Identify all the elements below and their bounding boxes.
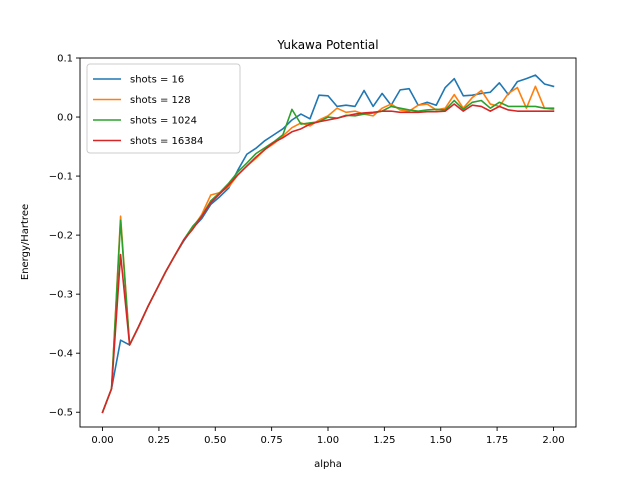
y-tick-label: −0.2 [49,231,73,242]
chart-title: Yukawa Potential [276,38,378,52]
x-tick-label: 0.00 [91,435,113,446]
x-tick-label: 1.00 [317,435,339,446]
y-tick-label: −0.4 [49,349,73,360]
x-tick-label: 0.25 [148,435,170,446]
x-axis-label: alpha [314,459,342,470]
y-tick-label: 0.0 [57,113,73,124]
legend: shots = 16 shots = 128 shots = 1024 shots =… [86,63,241,154]
x-tick-label: 0.75 [261,435,283,446]
x-tick-label: 1.50 [430,435,452,446]
y-tick-label: −0.3 [49,290,73,301]
legend-label: shots = 128 [130,95,191,106]
y-axis-label: Energy/Hartree [20,204,31,280]
x-axis: 0.00 0.25 0.50 0.75 1.00 1.25 1.50 1.75 2.00 [91,427,565,446]
y-axis: −0.5 −0.4 −0.3 −0.2 −0.1 0.0 0.1 [49,54,80,419]
y-tick-label: −0.1 [49,172,73,183]
y-tick-label: −0.5 [49,408,73,419]
y-tick-label: 0.1 [57,54,73,65]
x-tick-label: 1.25 [373,435,395,446]
series-line-3 [101,103,555,414]
legend-box [86,63,241,154]
legend-label: shots = 16384 [130,136,203,147]
x-tick-label: 2.00 [542,435,564,446]
x-tick-label: 1.75 [486,435,508,446]
legend-label: shots = 16 [130,75,184,86]
x-tick-label: 0.50 [204,435,226,446]
legend-label: shots = 1024 [130,116,197,127]
